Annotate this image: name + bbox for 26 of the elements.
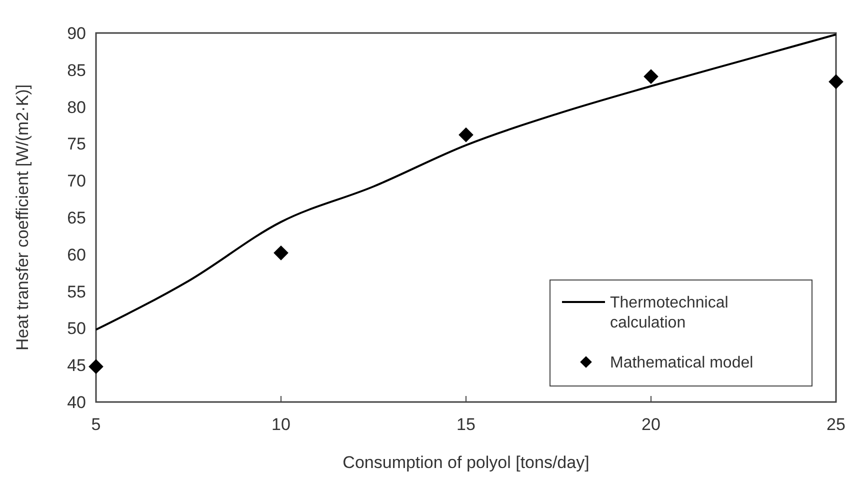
point bbox=[458, 127, 474, 142]
y-tick-label: 65 bbox=[67, 208, 86, 228]
point bbox=[828, 74, 844, 90]
y-tick-label: 60 bbox=[67, 245, 86, 264]
point bbox=[274, 246, 288, 260]
y-tick-label: 85 bbox=[67, 60, 86, 80]
y-tick-label: 75 bbox=[67, 134, 86, 154]
y-tick-label: 70 bbox=[67, 172, 86, 191]
x-tick-label: 25 bbox=[826, 415, 846, 434]
y-axis-title: Heat transfer coefficient [W/(m2·K)] bbox=[13, 84, 32, 351]
y-tick-label: 90 bbox=[67, 24, 86, 43]
x-tick-label: 10 bbox=[272, 415, 290, 434]
y-tick-label: 80 bbox=[67, 98, 86, 117]
x-tick-label: 15 bbox=[456, 415, 476, 434]
y-tick-label: 45 bbox=[67, 356, 86, 376]
y-tick-label: 40 bbox=[67, 392, 86, 412]
point bbox=[88, 359, 104, 374]
point bbox=[644, 69, 658, 84]
legend-label: Thermotechnical calculation bbox=[610, 294, 728, 332]
legend-label: Mathematical model bbox=[610, 354, 754, 372]
line-series bbox=[95, 33, 837, 331]
y-tick-label: 55 bbox=[67, 282, 86, 302]
y-tick-label: 50 bbox=[67, 319, 86, 338]
x-tick-label: 20 bbox=[642, 415, 660, 434]
x-tick-label: 5 bbox=[91, 415, 101, 434]
x-axis-title: Consumption of polyol [tons/day] bbox=[342, 453, 590, 472]
